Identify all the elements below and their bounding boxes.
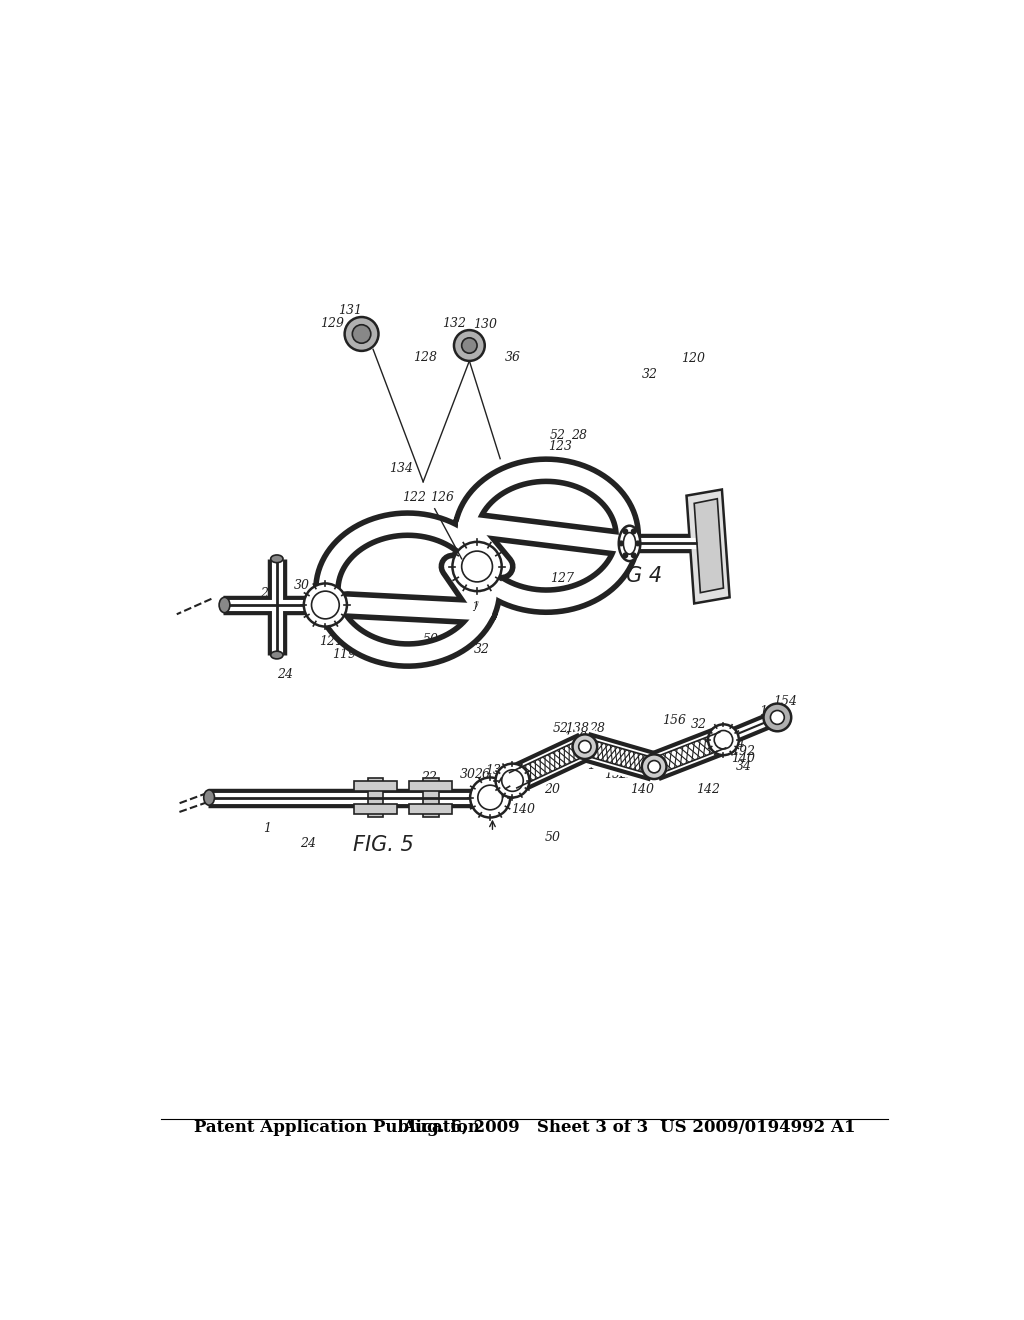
Text: 154: 154 [773,694,797,708]
Circle shape [642,755,667,779]
Text: 127: 127 [471,601,496,614]
Text: 131: 131 [338,305,362,317]
Text: 140: 140 [511,803,536,816]
Text: 36: 36 [692,747,709,760]
Ellipse shape [219,597,230,612]
Text: 123: 123 [548,440,572,453]
Text: 120: 120 [681,352,705,366]
Text: 52: 52 [550,429,566,442]
Text: 148: 148 [759,705,783,718]
Text: 22: 22 [260,587,275,601]
Text: Aug. 6, 2009   Sheet 3 of 3: Aug. 6, 2009 Sheet 3 of 3 [401,1118,648,1135]
Bar [423,779,438,817]
Ellipse shape [270,554,283,562]
Text: 160: 160 [617,768,641,781]
Circle shape [770,710,784,725]
Bar [354,804,397,813]
Bar [354,781,397,791]
Text: FIG. 5: FIG. 5 [352,836,414,855]
Text: 134: 134 [389,462,414,475]
Text: Patent Application Publication: Patent Application Publication [194,1118,479,1135]
Polygon shape [686,490,730,603]
Bar [410,781,453,791]
Text: 26: 26 [313,579,330,593]
Circle shape [454,330,484,360]
Text: 122: 122 [401,491,426,504]
Bar [410,804,453,813]
Text: 140: 140 [731,752,756,766]
Circle shape [648,760,660,774]
Text: 129: 129 [321,317,344,330]
Circle shape [632,529,636,533]
Text: 152: 152 [477,807,502,820]
Text: 127: 127 [550,572,573,585]
Text: 162: 162 [604,759,628,772]
Text: 132: 132 [442,317,466,330]
Circle shape [453,541,502,591]
Text: 158: 158 [604,768,628,781]
Circle shape [618,541,624,545]
Text: 28: 28 [589,722,605,735]
Text: 20: 20 [545,783,560,796]
Circle shape [345,317,379,351]
Text: 28: 28 [571,429,588,442]
Text: 150: 150 [563,731,588,744]
Circle shape [764,704,792,731]
Bar [368,779,383,817]
Text: 142: 142 [587,759,610,772]
Text: 34: 34 [735,760,752,774]
Text: 50: 50 [545,832,560,843]
Text: 126: 126 [430,491,455,504]
Circle shape [304,583,347,627]
Ellipse shape [204,789,214,805]
Text: 156: 156 [663,714,686,727]
Text: 144: 144 [721,737,744,750]
Text: US 2009/0194992 A1: US 2009/0194992 A1 [660,1118,856,1135]
Text: 32: 32 [642,367,658,380]
Text: 128: 128 [413,351,436,363]
Text: 24: 24 [300,837,315,850]
Circle shape [623,553,628,558]
Circle shape [636,541,640,545]
Circle shape [496,763,529,797]
Circle shape [352,325,371,343]
Text: 146: 146 [591,751,615,764]
Text: 26: 26 [474,768,489,781]
Text: 130: 130 [473,318,497,331]
Text: 22: 22 [421,771,437,784]
Text: 1: 1 [263,822,271,834]
Text: 32: 32 [474,643,489,656]
Circle shape [572,734,597,759]
Text: 119: 119 [333,648,356,661]
Text: 192: 192 [731,744,756,758]
Text: 24: 24 [276,668,293,681]
Ellipse shape [618,525,640,561]
Text: 50: 50 [423,634,439,647]
Circle shape [470,777,510,817]
Circle shape [708,725,739,755]
Text: 136: 136 [485,764,509,777]
Text: 140: 140 [630,783,654,796]
Circle shape [623,529,628,533]
Text: 140: 140 [670,741,694,754]
Circle shape [462,338,477,354]
Text: 142: 142 [696,783,720,796]
Text: FIG 4: FIG 4 [608,566,662,586]
Polygon shape [694,499,724,593]
Text: 30: 30 [460,768,476,781]
Text: 36: 36 [505,351,521,363]
Circle shape [579,741,591,752]
Text: 52: 52 [552,722,568,735]
Text: 32: 32 [691,718,707,731]
Circle shape [632,553,636,558]
Text: 138: 138 [565,722,589,735]
Text: 30: 30 [294,579,309,593]
Ellipse shape [270,651,283,659]
Text: 121: 121 [319,635,343,648]
